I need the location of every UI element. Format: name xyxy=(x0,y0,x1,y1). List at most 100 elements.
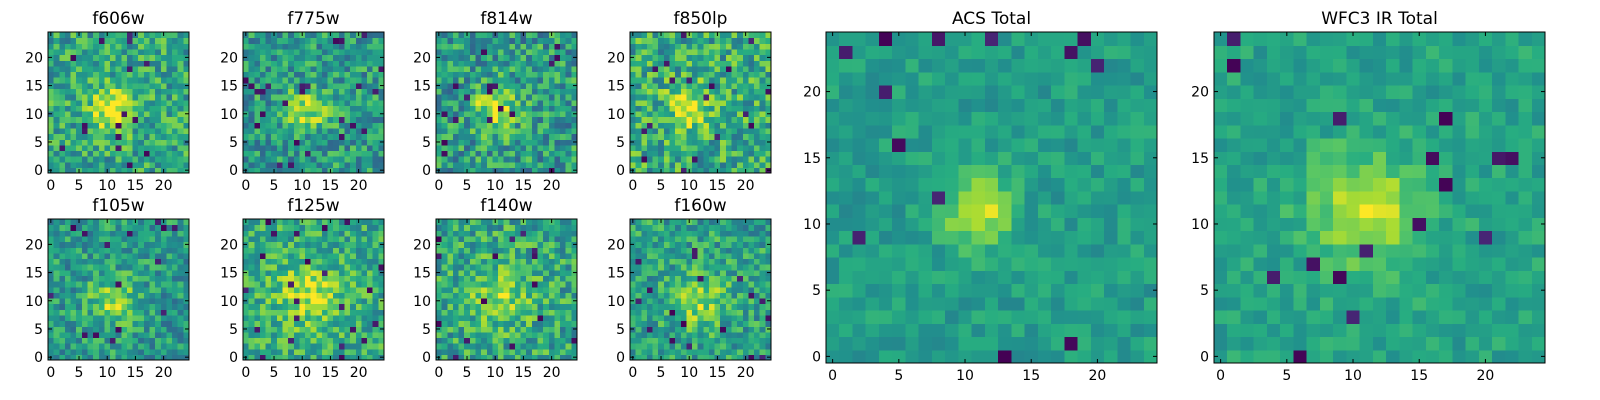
heatmap-cell xyxy=(64,281,72,288)
heatmap-cell xyxy=(350,292,357,299)
heatmap-cell xyxy=(166,258,173,265)
heatmap-cell xyxy=(560,122,567,129)
heatmap-cell xyxy=(554,133,561,140)
heatmap-cell xyxy=(464,48,471,56)
heatmap-cell xyxy=(737,150,744,157)
heatmap-cell xyxy=(737,348,744,355)
heatmap-cell xyxy=(526,82,533,89)
heatmap-cell xyxy=(441,105,448,112)
heatmap-cell xyxy=(680,82,687,89)
heatmap-cell xyxy=(646,133,654,140)
heatmap-cell xyxy=(509,88,516,95)
heatmap-cell xyxy=(155,275,162,282)
heatmap-cell xyxy=(686,139,693,146)
heatmap-cell xyxy=(248,337,255,344)
heatmap-cell xyxy=(680,60,687,67)
heatmap-cell xyxy=(338,144,346,152)
heatmap-cell xyxy=(293,303,300,310)
heatmap-cell xyxy=(742,77,750,84)
heatmap-cell xyxy=(731,43,738,50)
heatmap-cell xyxy=(166,43,173,50)
heatmap-cell xyxy=(104,297,111,305)
heatmap-cell xyxy=(248,110,255,118)
heatmap-cell xyxy=(765,286,772,293)
heatmap-cell xyxy=(93,343,100,350)
heatmap-cell xyxy=(548,94,556,101)
heatmap-cell xyxy=(708,144,716,152)
heatmap-cell xyxy=(172,348,179,355)
heatmap-cell xyxy=(503,60,510,67)
heatmap-cell xyxy=(742,309,750,316)
heatmap-cell xyxy=(759,133,766,140)
heatmap-cell xyxy=(652,43,659,50)
heatmap-cell xyxy=(526,252,533,260)
heatmap-cell xyxy=(64,139,72,146)
heatmap-cell xyxy=(754,326,761,333)
heatmap-cell xyxy=(531,54,539,61)
heatmap-cell xyxy=(70,326,77,333)
heatmap-cell xyxy=(59,286,66,293)
heatmap-cell xyxy=(725,326,733,333)
heatmap-cell xyxy=(64,219,72,226)
heatmap-cell xyxy=(714,94,721,101)
heatmap-cell xyxy=(669,354,676,361)
heatmap-cell xyxy=(731,275,738,282)
heatmap-cell xyxy=(121,219,128,226)
heatmap-cell xyxy=(554,71,561,78)
heatmap-cell xyxy=(560,167,567,174)
heatmap-cell xyxy=(754,144,761,152)
heatmap-cell xyxy=(458,269,465,276)
heatmap-cell xyxy=(714,144,721,152)
heatmap-cell xyxy=(121,48,128,56)
heatmap-cell xyxy=(554,275,561,282)
heatmap-cell xyxy=(138,116,145,123)
heatmap-cell xyxy=(48,105,55,112)
heatmap-cell xyxy=(132,144,139,152)
heatmap-cell xyxy=(663,139,671,146)
heatmap-cell xyxy=(138,252,145,260)
heatmap-cell xyxy=(259,161,267,168)
heatmap-cell xyxy=(121,122,128,129)
heatmap-cell xyxy=(548,116,556,123)
heatmap-cell xyxy=(104,275,111,282)
heatmap-cell xyxy=(692,54,699,61)
heatmap-cell xyxy=(714,43,721,50)
heatmap-cell xyxy=(486,88,493,95)
heatmap-cell xyxy=(110,230,117,237)
heatmap-cell xyxy=(436,150,443,157)
heatmap-cell xyxy=(104,43,111,50)
heatmap-cell xyxy=(742,281,750,288)
heatmap-cell xyxy=(53,264,60,271)
heatmap-cell xyxy=(686,320,693,327)
heatmap-cell xyxy=(155,167,162,174)
heatmap-cell xyxy=(59,258,66,265)
heatmap-cell xyxy=(514,241,522,248)
heatmap-cell xyxy=(115,269,122,276)
heatmap-cell xyxy=(675,156,682,163)
heatmap-cell xyxy=(350,99,357,106)
heatmap-cell xyxy=(537,264,544,271)
heatmap-cell xyxy=(259,252,267,260)
heatmap-cell xyxy=(310,303,317,310)
heatmap-cell xyxy=(149,230,156,237)
heatmap-cell xyxy=(520,60,527,67)
heatmap-cell xyxy=(248,150,255,157)
heatmap-cell xyxy=(64,48,72,56)
heatmap-cell xyxy=(248,230,255,237)
heatmap-cell xyxy=(481,354,488,361)
heatmap-cell xyxy=(276,252,284,260)
heatmap-cell xyxy=(183,219,190,226)
heatmap-cell xyxy=(115,65,122,73)
heatmap-cell xyxy=(310,77,317,84)
heatmap-cell xyxy=(276,331,284,339)
heatmap-cell xyxy=(293,314,300,322)
heatmap-cell xyxy=(305,235,312,243)
heatmap-cell xyxy=(64,82,72,89)
heatmap-cell xyxy=(316,281,323,288)
heatmap-cell xyxy=(703,48,710,56)
heatmap-cell xyxy=(514,219,522,226)
heatmap-cell xyxy=(172,326,179,333)
heatmap-cell xyxy=(132,77,139,84)
heatmap-cell xyxy=(708,116,716,123)
